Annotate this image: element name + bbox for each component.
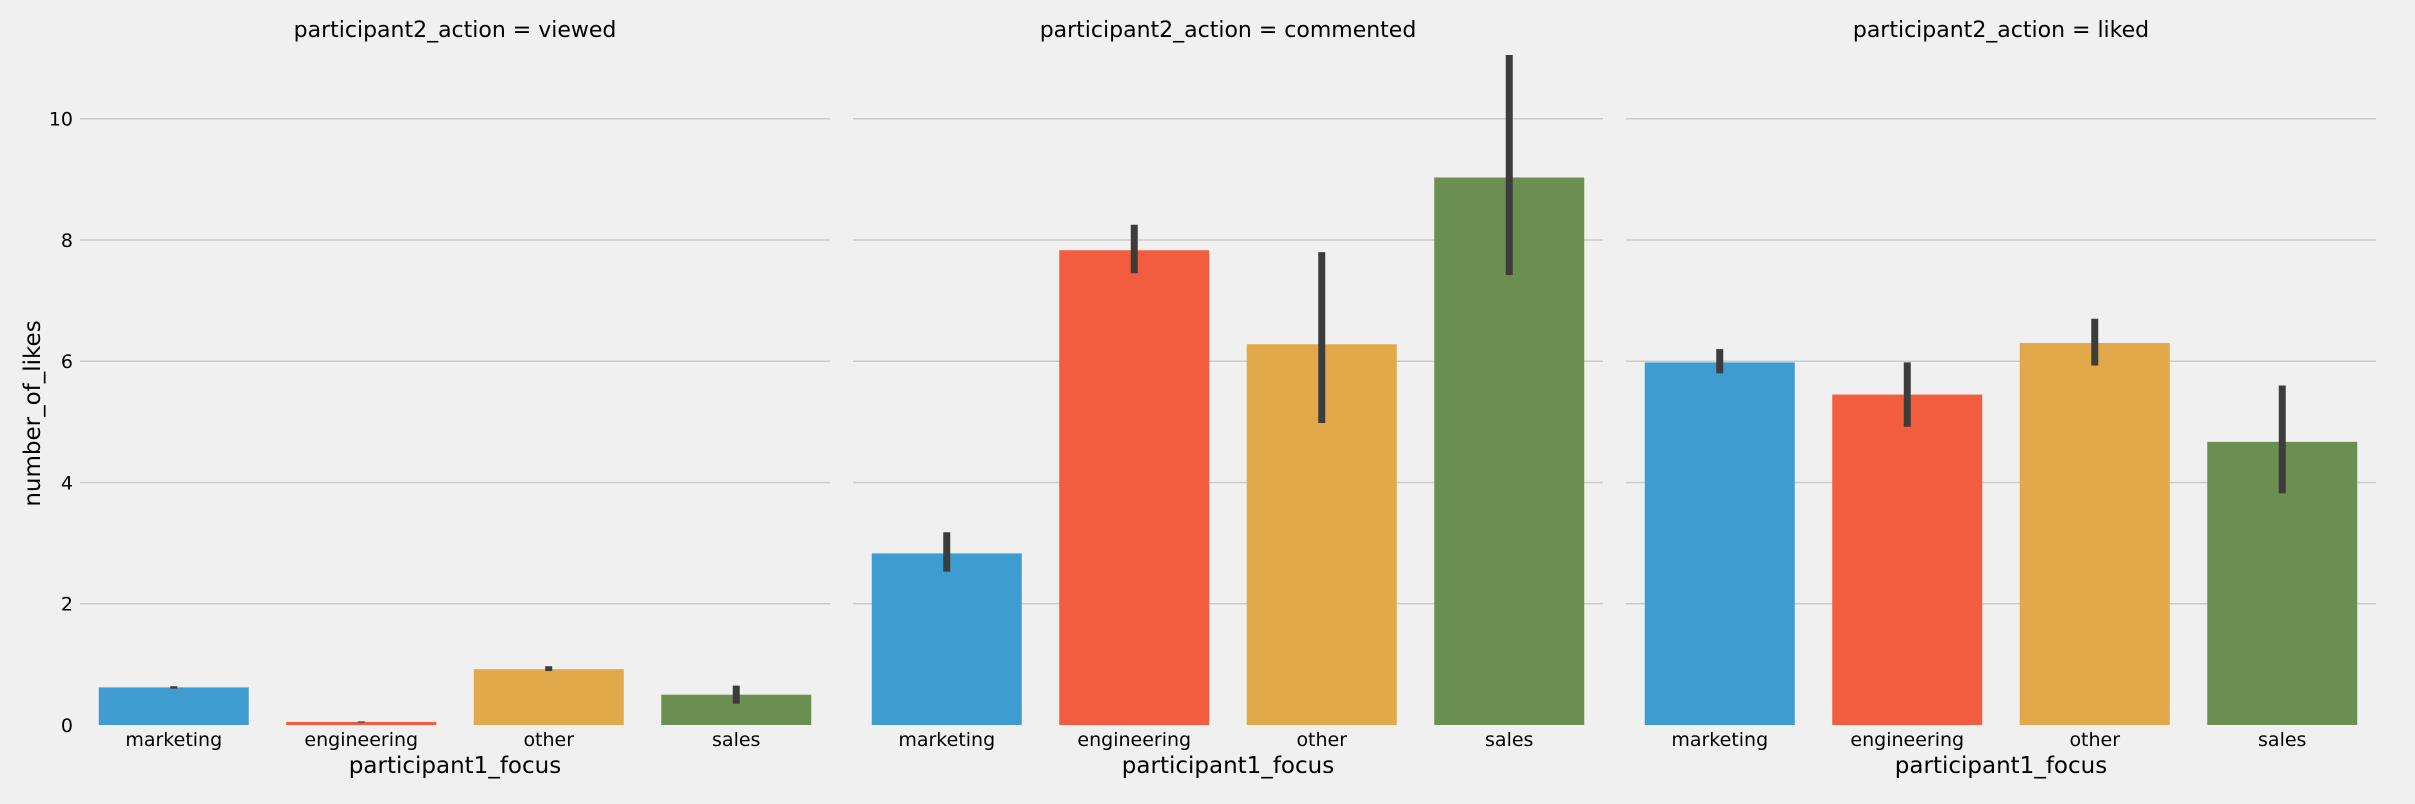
x-axis-label: participant1_focus <box>349 753 561 779</box>
x-tick-label: marketing <box>125 729 222 751</box>
x-axis-label: participant1_focus <box>1122 753 1334 779</box>
x-tick-label: sales <box>2258 729 2306 751</box>
panel-title: participant2_action = liked <box>1853 18 2149 43</box>
x-tick-label: sales <box>712 729 760 751</box>
bar <box>871 553 1022 725</box>
y-tick-label: 10 <box>49 109 73 131</box>
bar <box>2019 343 2170 725</box>
bar <box>1832 394 1983 725</box>
x-tick-label: marketing <box>1671 729 1768 751</box>
x-tick-label: engineering <box>1077 729 1191 751</box>
x-tick-label: sales <box>1485 729 1533 751</box>
bar <box>98 687 249 725</box>
y-tick-label: 2 <box>61 594 73 616</box>
x-tick-label: other <box>523 729 574 751</box>
y-axis-label: number_of_likes <box>20 320 46 506</box>
y-tick-label: 0 <box>61 715 73 737</box>
y-tick-label: 8 <box>61 230 73 252</box>
bar <box>1059 250 1210 726</box>
bar <box>286 721 437 725</box>
x-tick-label: other <box>2069 729 2120 751</box>
bar <box>473 669 624 725</box>
x-tick-label: other <box>1296 729 1347 751</box>
bar <box>1644 362 1795 725</box>
panel-title: participant2_action = commented <box>1040 18 1417 43</box>
x-tick-label: marketing <box>898 729 995 751</box>
x-axis-label: participant1_focus <box>1895 753 2107 779</box>
x-tick-label: engineering <box>1850 729 1964 751</box>
x-tick-label: engineering <box>304 729 418 751</box>
y-tick-label: 4 <box>61 472 73 494</box>
y-tick-label: 6 <box>61 351 73 373</box>
panel-title: participant2_action = viewed <box>294 18 617 43</box>
